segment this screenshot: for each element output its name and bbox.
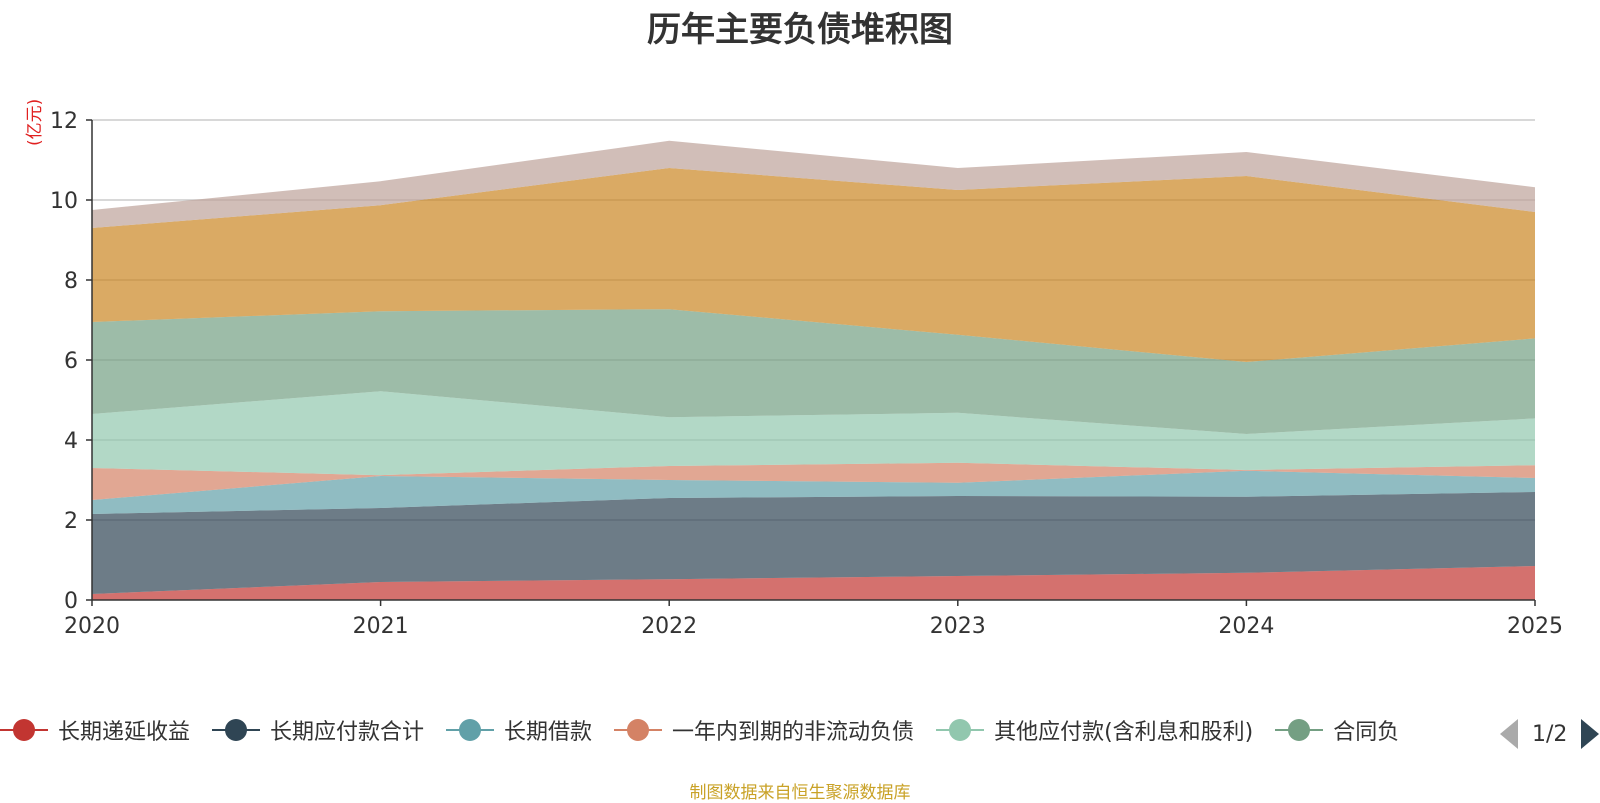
legend-item[interactable]: 长期应付款合计 <box>212 714 424 746</box>
area-series-合同负债[interactable] <box>92 309 1535 434</box>
x-tick-label: 2025 <box>1507 614 1563 639</box>
area-series-一年内到期的非流动负债[interactable] <box>92 462 1535 500</box>
legend: 长期递延收益 长期应付款合计 长期借款 一年内到期的非流动负债 其他应付款(含利息和股利… <box>0 714 1490 754</box>
legend-item[interactable]: 长期借款 <box>446 714 592 746</box>
x-tick-label: 2020 <box>64 614 120 639</box>
area-series-长期递延收益[interactable] <box>92 566 1535 600</box>
area-series-长期借款[interactable] <box>92 470 1535 514</box>
legend-next-page-button[interactable] <box>1581 719 1600 749</box>
legend-pager: 1/2 <box>1500 716 1600 752</box>
legend-marker-icon <box>0 718 48 742</box>
area-series-长期应付款合计[interactable] <box>92 492 1535 594</box>
area-series-应付账款[interactable] <box>92 168 1535 362</box>
legend-item[interactable]: 长期递延收益 <box>0 714 190 746</box>
y-tick-label: 10 <box>50 189 78 214</box>
x-tick-label: 2022 <box>641 614 697 639</box>
legend-marker-icon <box>936 718 985 742</box>
legend-marker-icon <box>212 718 261 742</box>
y-tick-label: 6 <box>64 349 78 374</box>
legend-item[interactable]: 合同负 <box>1275 714 1399 746</box>
area-series-应付票据[interactable] <box>92 140 1535 228</box>
legend-marker-icon <box>1275 718 1324 742</box>
legend-label: 合同负 <box>1333 720 1400 745</box>
y-tick-label: 4 <box>64 429 78 454</box>
axes: 0 2 4 6 8 10 12 2020 2021 2022 2023 2024 2025 <box>50 109 1563 639</box>
legend-item[interactable]: 一年内到期的非流动负债 <box>614 714 914 746</box>
area-series <box>92 140 1535 600</box>
legend-label: 长期应付款合计 <box>270 720 425 745</box>
legend-page-indicator: 1/2 <box>1532 721 1568 747</box>
legend-prev-page-button[interactable] <box>1500 719 1518 749</box>
x-tick-label: 2021 <box>353 614 409 639</box>
y-tick-label: 12 <box>50 109 78 134</box>
legend-label: 一年内到期的非流动负债 <box>672 720 915 745</box>
legend-label: 长期借款 <box>504 720 593 745</box>
y-tick-label: 0 <box>64 589 78 614</box>
source-note: 制图数据来自恒生聚源数据库 <box>689 783 911 803</box>
legend-item[interactable]: 其他应付款(含利息和股利) <box>936 714 1253 746</box>
legend-label: 长期递延收益 <box>58 720 191 745</box>
y-tick-label: 2 <box>64 509 78 534</box>
stacked-area-chart: 0 2 4 6 8 10 12 2020 2021 2022 2023 2024 2025 <box>50 109 1563 639</box>
chart-title: 历年主要负债堆积图 <box>647 10 953 50</box>
x-tick-label: 2023 <box>930 614 986 639</box>
x-tick-label: 2024 <box>1218 614 1274 639</box>
legend-marker-icon <box>614 718 663 742</box>
legend-label: 其他应付款(含利息和股利) <box>994 720 1254 745</box>
y-tick-label: 8 <box>64 269 78 294</box>
legend-marker-icon <box>446 718 495 742</box>
area-series-其他应付款(含利息和股利)[interactable] <box>92 391 1535 476</box>
